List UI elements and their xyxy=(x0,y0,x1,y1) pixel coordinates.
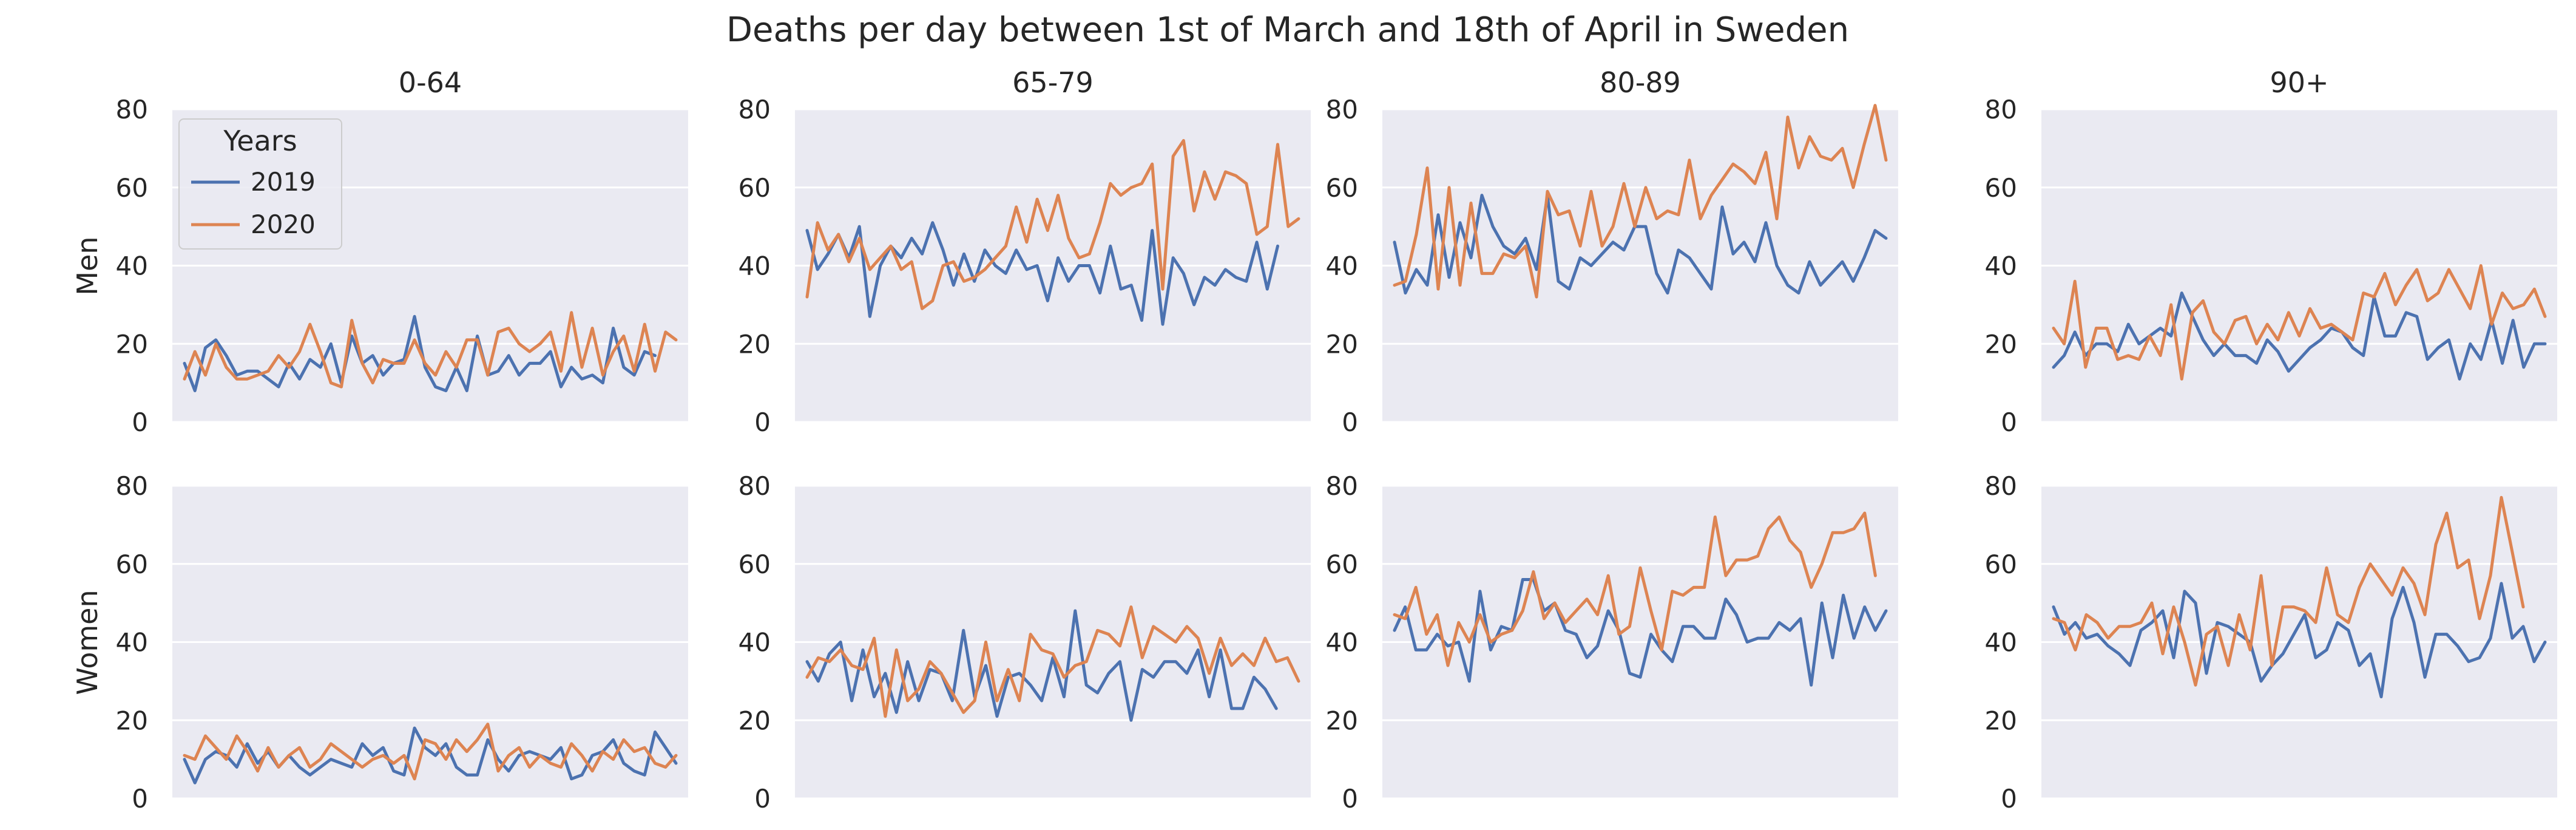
row-label-men: Men xyxy=(71,236,104,295)
panel-title-0-64: 0-64 xyxy=(399,66,462,99)
panel-women-65-79: 0 20 40 60 80 xyxy=(739,471,1311,814)
y-tick-label: 80 xyxy=(1985,95,2017,124)
series-line-2019 xyxy=(805,609,1278,722)
y-tick-label: 20 xyxy=(739,706,771,735)
y-tick-label: 0 xyxy=(132,784,148,814)
y-tick-label: 40 xyxy=(116,628,148,658)
y-tick-label: 60 xyxy=(116,549,148,579)
figure-title: Deaths per day between 1st of March and … xyxy=(726,10,1849,50)
y-tick-label: 80 xyxy=(1985,471,2017,501)
y-tick-label: 0 xyxy=(1342,784,1358,814)
y-tick-label: 0 xyxy=(2001,784,2017,814)
y-tick-label: 40 xyxy=(116,251,148,281)
y-tick-label: 0 xyxy=(754,407,771,437)
series-line-2019 xyxy=(805,221,1279,326)
series-line-2020 xyxy=(183,723,678,781)
series-line-2019 xyxy=(2052,291,2547,381)
panel-men-80-89: 0 20 40 60 80 80-89 xyxy=(1326,66,1898,437)
y-tick-label: 80 xyxy=(1326,471,1358,501)
y-tick-label: 40 xyxy=(739,628,771,658)
y-tick-label: 60 xyxy=(1326,549,1358,579)
y-tick-label: 60 xyxy=(739,549,771,579)
series-line-2020 xyxy=(1393,511,1877,667)
y-tick-label: 0 xyxy=(132,407,148,437)
row-label-women: Women xyxy=(71,590,104,695)
legend: Years 2019 2020 xyxy=(178,118,342,250)
y-tick-label: 20 xyxy=(116,329,148,359)
y-tick-label: 40 xyxy=(1985,628,2017,658)
panel-title-80-89: 80-89 xyxy=(1600,66,1681,99)
y-tick-label: 40 xyxy=(1326,251,1358,281)
y-tick-label: 0 xyxy=(754,784,771,814)
y-tick-label: 0 xyxy=(1342,407,1358,437)
panel-women-90plus: 0 20 40 60 80 xyxy=(1985,471,2557,814)
series-line-2020 xyxy=(183,311,678,389)
y-tick-label: 60 xyxy=(116,173,148,203)
legend-label-2019: 2019 xyxy=(251,167,316,197)
y-tick-label: 60 xyxy=(739,173,771,203)
y-tick-label: 60 xyxy=(1326,173,1358,203)
series-line-2020 xyxy=(805,605,1300,718)
y-tick-label: 80 xyxy=(116,95,148,124)
legend-label-2020: 2020 xyxy=(251,209,316,239)
y-tick-label: 80 xyxy=(1326,95,1358,124)
panel-title-65-79: 65-79 xyxy=(1012,66,1094,99)
y-tick-label: 20 xyxy=(116,706,148,735)
y-tick-label: 40 xyxy=(1985,251,2017,281)
series-line-2020 xyxy=(2052,495,2525,687)
legend-title: Years xyxy=(223,124,297,157)
series-line-2020 xyxy=(1393,104,1888,299)
panel-women-0-64: 0 20 40 60 80 xyxy=(116,471,688,814)
y-tick-label: 0 xyxy=(2001,407,2017,437)
y-tick-label: 20 xyxy=(1985,329,2017,359)
panel-men-0-64: 0 20 40 60 80 0-64 xyxy=(116,66,688,437)
series-line-2020 xyxy=(805,139,1300,310)
y-tick-label: 40 xyxy=(1326,628,1358,658)
panel-women-80-89: 0 20 40 60 80 xyxy=(1326,471,1898,814)
panel-men-90plus: 0 20 40 60 80 90+ xyxy=(1985,66,2557,437)
y-tick-label: 80 xyxy=(739,95,771,124)
series-line-2019 xyxy=(2052,582,2547,699)
y-tick-label: 20 xyxy=(739,329,771,359)
panel-men-65-79: 0 20 40 60 80 65-79 xyxy=(739,66,1311,437)
y-tick-label: 20 xyxy=(1985,706,2017,735)
y-tick-label: 80 xyxy=(116,471,148,501)
y-tick-label: 60 xyxy=(1985,173,2017,203)
panels-layer: 0 20 40 60 80 0-64 0 20 40 60 80 65-79 0 20 40 60 80 80-8… xyxy=(116,66,2557,814)
series-line-2019 xyxy=(183,315,657,392)
legend-frame xyxy=(178,118,342,250)
y-tick-label: 60 xyxy=(1985,549,2017,579)
series-line-2019 xyxy=(1393,194,1888,295)
y-tick-label: 20 xyxy=(1326,706,1358,735)
panel-title-90plus: 90+ xyxy=(2270,66,2328,99)
y-tick-label: 40 xyxy=(739,251,771,281)
y-tick-label: 80 xyxy=(739,471,771,501)
y-tick-label: 20 xyxy=(1326,329,1358,359)
series-line-2020 xyxy=(2052,264,2547,381)
